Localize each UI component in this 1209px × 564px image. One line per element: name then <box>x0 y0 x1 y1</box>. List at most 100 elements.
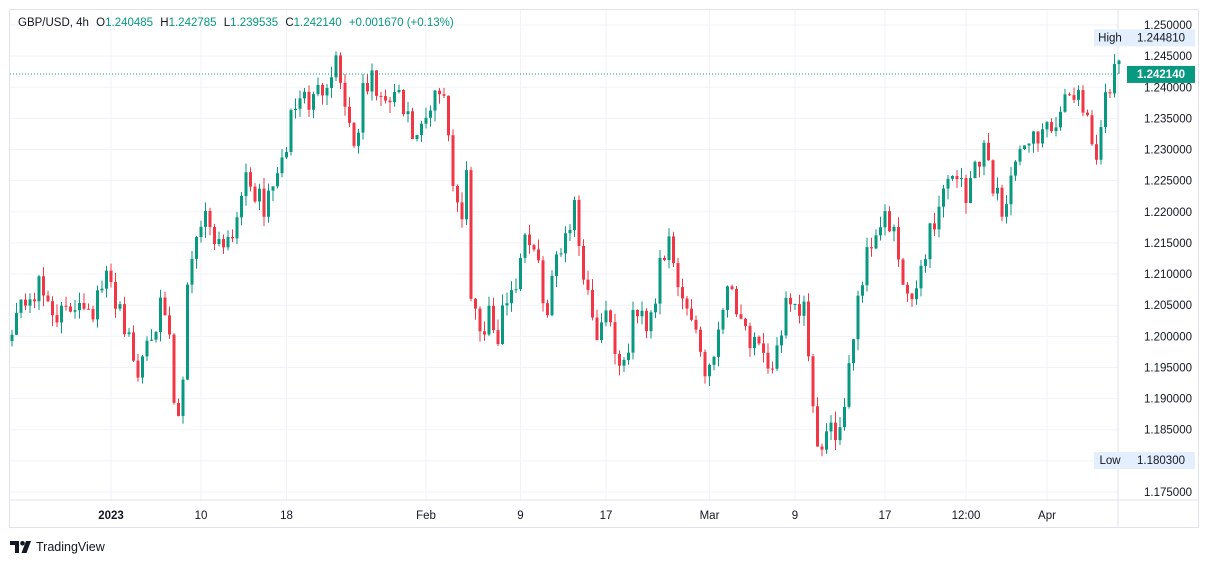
low-value-text: 1.180300 <box>1137 455 1185 467</box>
y-tick-label: 1.190000 <box>1144 394 1192 406</box>
candle-body <box>357 132 360 146</box>
candle-body <box>550 275 554 316</box>
legend-change-value: +0.001670 (+0.13%) <box>348 17 454 29</box>
candle-body <box>159 297 162 333</box>
candle-body <box>604 310 608 323</box>
candle-body <box>154 332 158 340</box>
candle-body <box>118 304 122 309</box>
candle-body <box>384 96 387 101</box>
candle-body <box>663 257 666 261</box>
candle-body <box>136 360 140 378</box>
y-tick-label: 1.225000 <box>1144 176 1192 188</box>
tradingview-brand[interactable]: TradingView <box>10 540 105 554</box>
candle-body <box>163 297 167 316</box>
candle-body <box>208 210 212 228</box>
candle-body <box>879 227 882 236</box>
candle-body <box>910 293 914 300</box>
candle-body <box>546 303 549 316</box>
candle-body <box>64 305 68 307</box>
candle-body <box>190 258 194 285</box>
candle-body <box>978 161 981 167</box>
candle-body <box>262 188 266 217</box>
candle-body <box>1050 122 1053 132</box>
candle-body <box>721 309 725 330</box>
candle-body <box>465 170 468 220</box>
candle-body <box>307 91 311 110</box>
candle-body <box>1095 144 1098 160</box>
brand-name: TradingView <box>36 540 105 554</box>
y-tick-label: 1.210000 <box>1144 269 1192 281</box>
candle-body <box>834 422 837 441</box>
candle-body <box>1090 115 1094 145</box>
candle-body <box>892 227 896 232</box>
candle-body <box>271 186 275 191</box>
candle-body <box>510 290 513 304</box>
candle-body <box>1009 175 1013 205</box>
candle-body <box>1059 111 1062 128</box>
chart-legend: GBP/USD, 4h O1.240485 H1.242785 L1.23953… <box>18 17 454 29</box>
candle-body <box>330 77 333 88</box>
candle-body <box>631 310 635 353</box>
candle-body <box>1032 131 1035 144</box>
legend-interval[interactable]: 4h <box>76 17 89 29</box>
grid <box>10 10 1198 528</box>
candle-body <box>195 237 198 259</box>
candle-body <box>991 160 995 194</box>
candle-body <box>186 284 189 380</box>
candle-body <box>46 295 50 302</box>
high-value-text: 1.244810 <box>1137 32 1185 44</box>
candle-body <box>937 206 941 230</box>
price-axis[interactable]: 1.250000 1.245000 1.240000 1.235000 1.230000… <box>1144 20 1192 499</box>
candle-body <box>199 226 203 238</box>
candle-body <box>708 364 711 377</box>
candle-body <box>1068 94 1071 96</box>
candle-body <box>946 178 950 189</box>
candle-body <box>1000 187 1004 217</box>
y-tick-label: 1.205000 <box>1144 300 1192 312</box>
candle-body <box>100 288 104 291</box>
x-tick-label: 10 <box>195 510 208 522</box>
candle-body <box>735 289 738 315</box>
candle-body <box>933 223 936 230</box>
candle-body <box>150 339 153 341</box>
candle-body <box>253 186 257 202</box>
candle-body <box>906 284 909 294</box>
candle-body <box>24 299 27 306</box>
candle-body <box>541 260 545 304</box>
candle-body <box>1104 92 1107 128</box>
candle-body <box>82 302 86 309</box>
candle-body <box>267 190 270 217</box>
legend-separator: , <box>69 17 77 29</box>
candle-body <box>312 94 315 110</box>
last-price-badge <box>1127 65 1195 83</box>
candle-body <box>730 286 734 290</box>
candle-body <box>1113 64 1116 94</box>
candle-body <box>469 170 473 299</box>
candle-body <box>802 301 806 316</box>
candle-body <box>141 356 144 378</box>
y-tick-label: 1.240000 <box>1144 82 1192 94</box>
candle-body <box>289 110 293 152</box>
x-tick-label: 2023 <box>98 510 124 522</box>
legend-symbol[interactable]: GBP/USD <box>18 17 70 29</box>
candle-body <box>798 304 801 316</box>
chart-frame[interactable] <box>9 9 1199 528</box>
candle-body <box>96 290 99 320</box>
candle-body <box>519 257 522 290</box>
candle-body <box>1005 204 1008 217</box>
price-badges: High 1.244810 1.242140 Low 1.180300 <box>1094 29 1195 469</box>
candle-body <box>222 239 225 248</box>
high-value-badge <box>1127 29 1195 47</box>
candle-body <box>649 312 653 332</box>
candle-body <box>177 402 180 416</box>
candle-body <box>109 270 113 282</box>
time-axis[interactable]: 2023 10 18 Feb 9 17 Mar 9 17 12:00 Apr <box>98 510 1056 522</box>
candle-body <box>969 178 972 203</box>
candle-body <box>339 55 342 83</box>
candle-body <box>784 297 788 336</box>
candle-body <box>393 92 396 103</box>
candle-body <box>91 309 95 320</box>
candle-body <box>901 259 905 285</box>
candle-body <box>123 304 126 335</box>
